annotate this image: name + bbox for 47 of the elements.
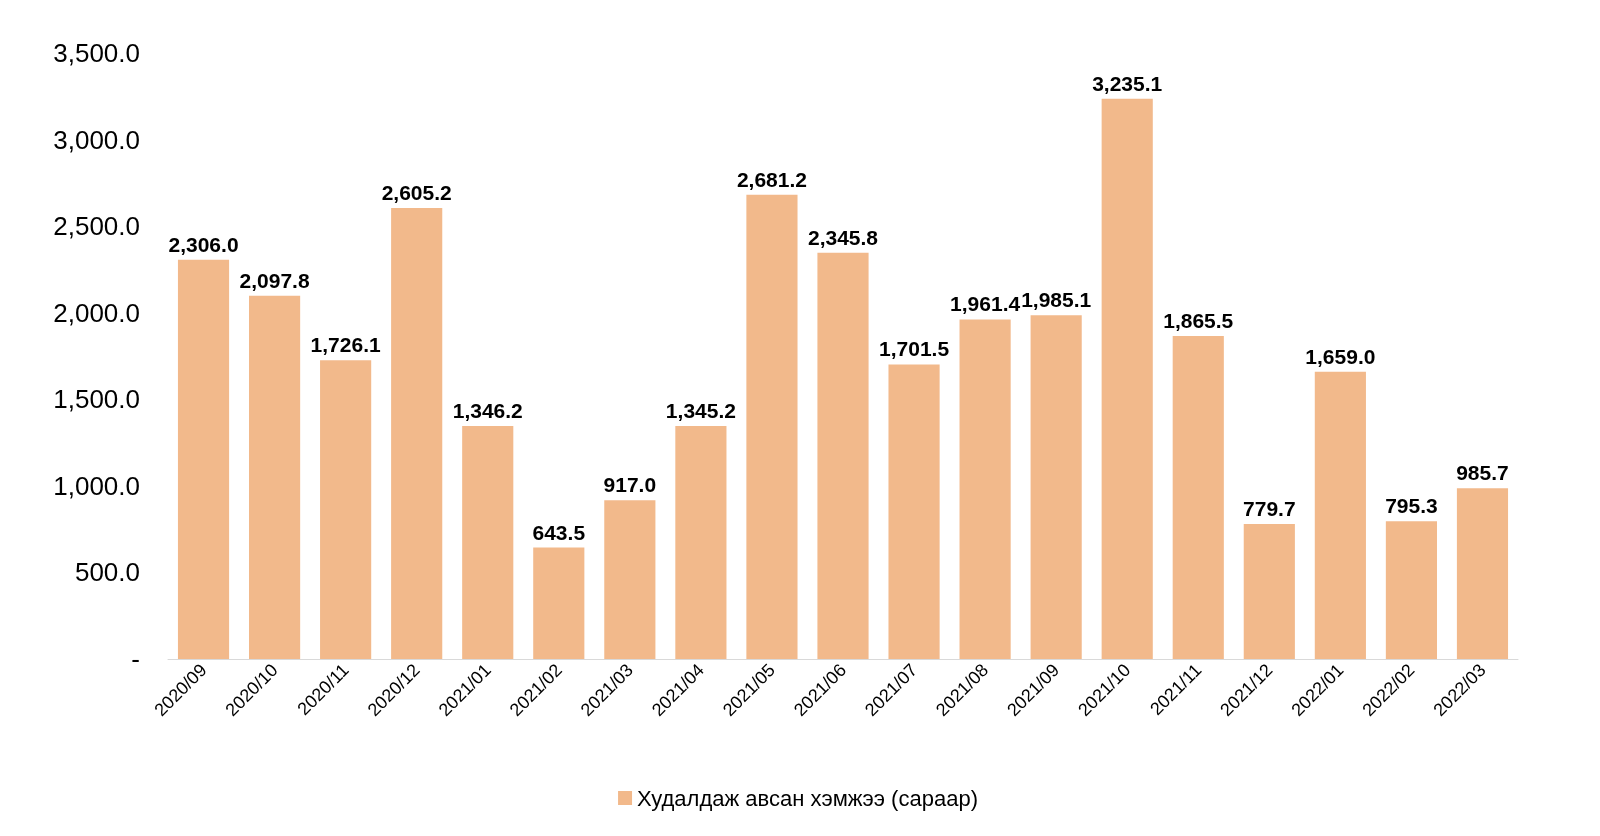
bar: [746, 194, 798, 659]
bar: [249, 295, 301, 659]
y-tick-label: 3,500.0: [53, 38, 140, 68]
y-tick-label: 2,000.0: [53, 297, 140, 328]
data-label: 779.7: [1243, 497, 1296, 520]
y-tick-label: 3,000.0: [53, 124, 140, 155]
bar: [1385, 521, 1437, 659]
bar: [533, 547, 585, 659]
data-label: 1,865.5: [1163, 309, 1234, 332]
bar: [817, 252, 869, 659]
data-label: 1,985.1: [1021, 288, 1092, 312]
bar: [1030, 315, 1082, 659]
bar: [959, 319, 1011, 659]
bar: [1314, 371, 1366, 659]
bar: [604, 500, 656, 659]
data-label: 917.0: [603, 473, 657, 497]
bar: [1243, 524, 1295, 659]
bar: [888, 364, 940, 659]
y-tick-label: -: [131, 644, 140, 674]
y-tick-label: 1,000.0: [53, 470, 140, 501]
data-label: 985.7: [1456, 461, 1509, 485]
bar: [1172, 336, 1224, 659]
data-label: 2,345.8: [807, 225, 879, 249]
data-label: 2,681.2: [736, 167, 807, 191]
data-label: 1,961.4: [950, 292, 1021, 316]
data-label: 2,605.2: [381, 180, 452, 204]
bar: [675, 426, 727, 659]
data-label: 3,235.1: [1092, 71, 1163, 95]
data-label: 1,701.5: [879, 337, 950, 361]
y-tick-label: 1,500.0: [53, 384, 140, 415]
data-label: 643.5: [532, 520, 586, 544]
data-label: 1,345.2: [665, 399, 736, 423]
data-label: 1,726.1: [310, 333, 381, 357]
bar: [1101, 98, 1153, 659]
bar: [320, 360, 372, 659]
y-tick-label: 500.0: [74, 557, 140, 588]
data-label: 2,306.0: [168, 232, 239, 256]
data-label: 795.3: [1385, 494, 1438, 518]
bar: [1456, 488, 1509, 659]
data-label: 1,659.0: [1305, 344, 1376, 368]
bar: [391, 207, 443, 659]
bar: [177, 259, 230, 659]
data-label: 2,097.8: [239, 268, 310, 292]
data-label: 1,346.2: [452, 398, 523, 422]
y-tick-label: 2,500.0: [53, 211, 140, 242]
legend-label: Худалдаж авсан хэмжээ (сараар): [637, 785, 978, 811]
bar: [462, 425, 514, 659]
